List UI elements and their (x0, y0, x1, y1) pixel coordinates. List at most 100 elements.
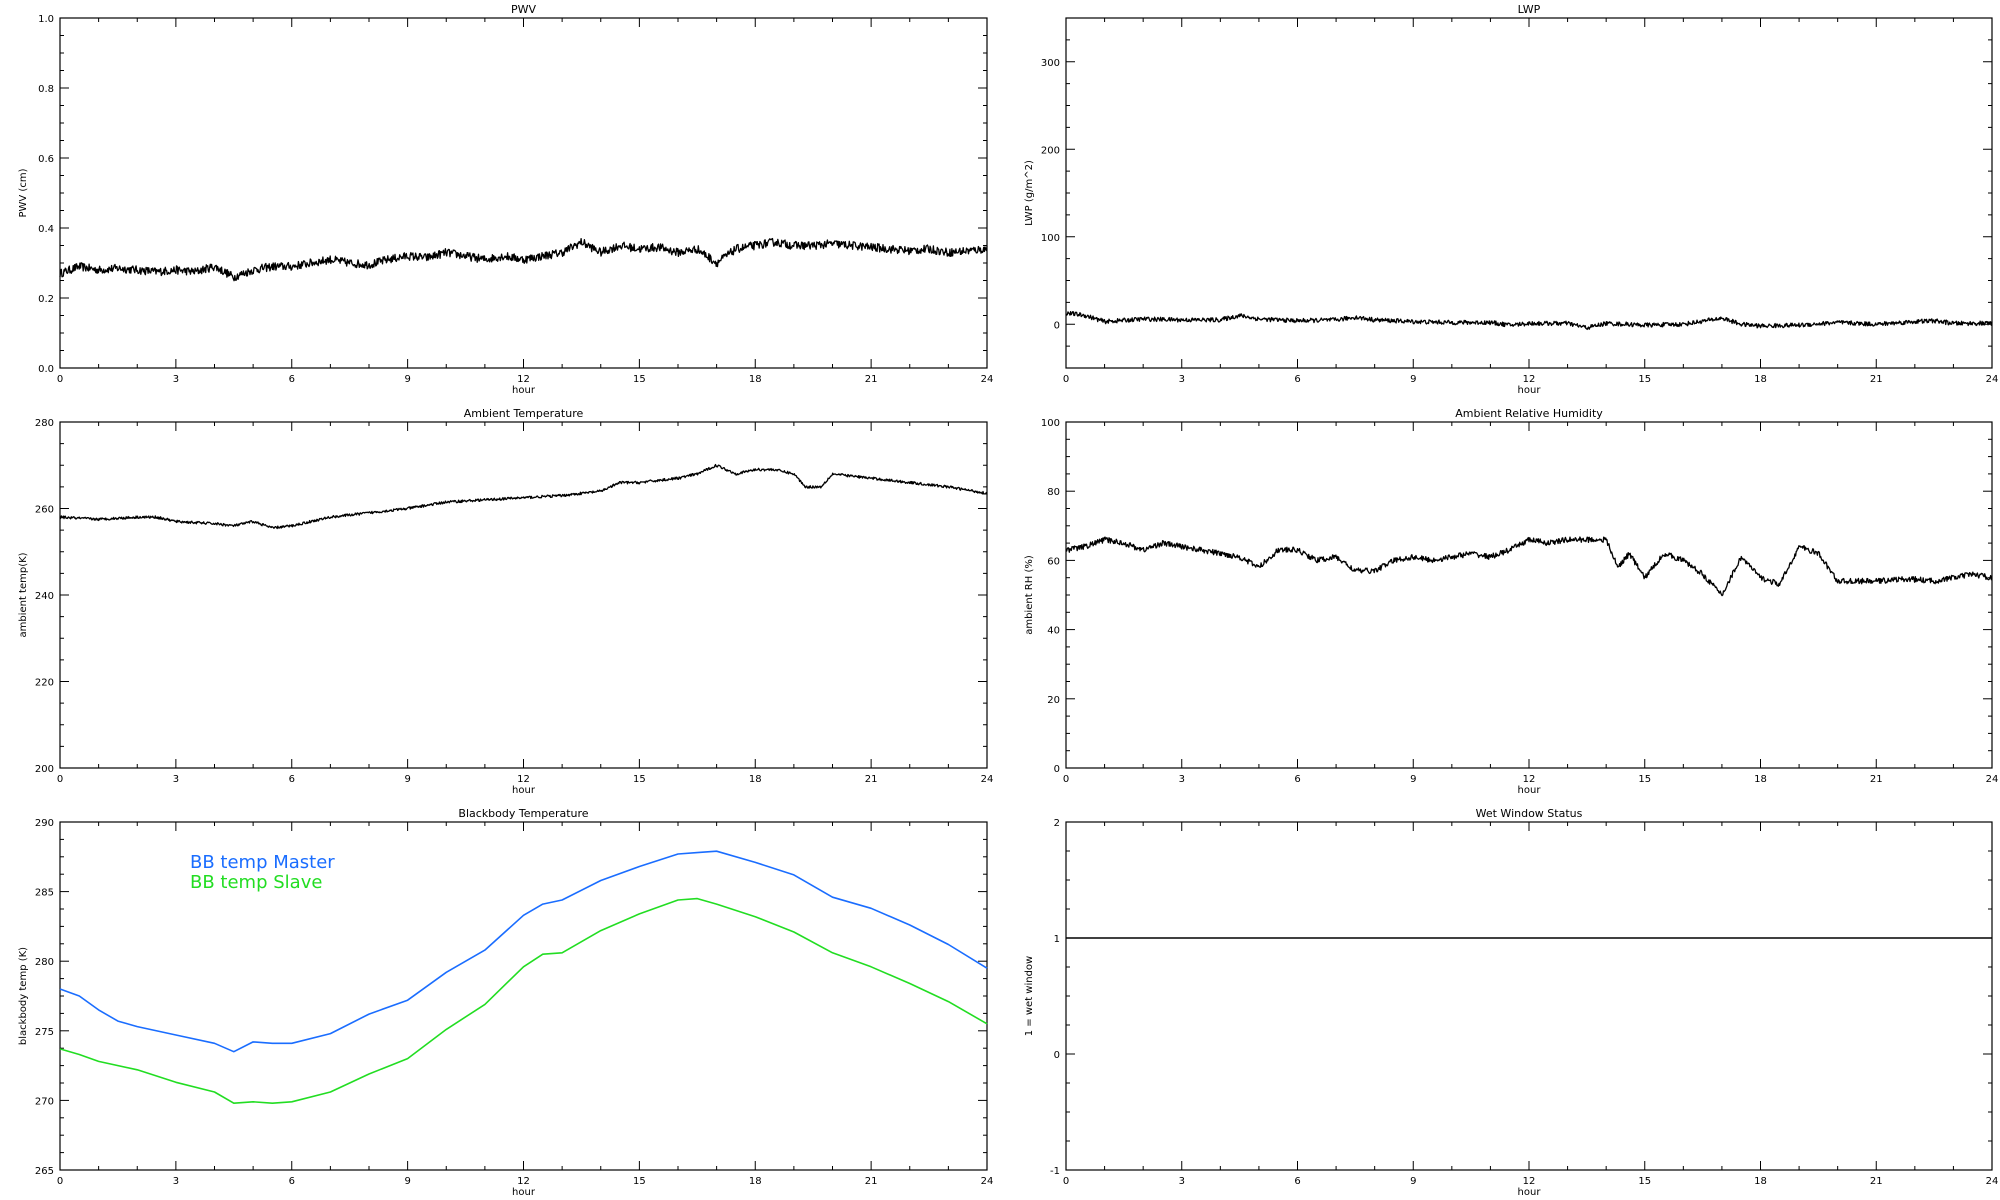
blackbody-temp-x-tick-label: 18 (749, 1176, 762, 1187)
lwp-y-tick-label: 300 (1041, 58, 1060, 69)
ambient-rh-x-tick-label: 24 (1986, 774, 1999, 785)
lwp-y-axis-label: LWP (g/m^2) (1024, 160, 1035, 226)
wet-window-y-tick-label: 0 (1054, 1050, 1060, 1061)
ambient-rh-y-tick-label: 80 (1047, 487, 1060, 498)
pwv-chart: PWV 0 3 6 9 12 15 18 21 24 hour 0.0 0.2 0.4 0.6 0.8 1.0 P… (18, 3, 993, 396)
ambient-rh-chart: Ambient Relative Humidity 0 3 6 9 12 15 18 21 24 h… (1024, 407, 1998, 796)
wet-window-y-tick-label: 2 (1054, 818, 1060, 829)
lwp-x-tick-label: 3 (1179, 374, 1185, 385)
wet-window-x-tick-label: 21 (1870, 1176, 1883, 1187)
blackbody-temp-y-tick-label: 270 (35, 1096, 54, 1107)
ambient-rh-y-axis-label: ambient RH (%) (1024, 555, 1035, 635)
wet-window-y-tick-label: 1 (1054, 934, 1060, 945)
pwv-line-pwv-series-0 (59, 237, 988, 282)
ambient-rh-x-tick-label: 3 (1179, 774, 1185, 785)
ambient-temp-x-tick-label: 3 (173, 774, 179, 785)
ambient-rh-y-tick-label: 20 (1047, 695, 1060, 706)
ambient-rh-x-tick-label: 9 (1410, 774, 1416, 785)
blackbody-temp-line-bb-temp-slave (59, 897, 988, 1104)
pwv-x-tick-label: 21 (865, 374, 878, 385)
wet-window-title: Wet Window Status (1476, 807, 1583, 820)
pwv-y-tick-label: 0.8 (38, 84, 54, 95)
wet-window-x-tick-label: 18 (1754, 1176, 1767, 1187)
ambient-temp-x-tick-label: 9 (404, 774, 410, 785)
ambient-rh-x-tick-label: 21 (1870, 774, 1883, 785)
pwv-y-tick-label: 0.2 (38, 294, 54, 305)
blackbody-temp-x-tick-label: 15 (633, 1176, 646, 1187)
ambient-temp-x-tick-label: 6 (289, 774, 295, 785)
blackbody-temp-title: Blackbody Temperature (458, 807, 588, 820)
ambient-temp-x-axis-label: hour (512, 785, 536, 796)
pwv-x-tick-label: 12 (517, 374, 530, 385)
lwp-x-tick-label: 15 (1638, 374, 1651, 385)
blackbody-temp-chart: Blackbody Temperature 0 3 6 9 12 15 18 21 24 hour 2… (18, 807, 993, 1198)
ambient-rh-title: Ambient Relative Humidity (1455, 407, 1603, 420)
ambient-rh-x-tick-label: 6 (1294, 774, 1300, 785)
pwv-x-tick-label: 3 (173, 374, 179, 385)
lwp-x-tick-label: 0 (1063, 374, 1069, 385)
lwp-y-tick-label: 200 (1041, 145, 1060, 156)
ambient-temp-y-tick-label: 240 (35, 591, 54, 602)
blackbody-temp-line-bb-temp-master (59, 850, 988, 1053)
ambient-temp-x-tick-label: 15 (633, 774, 646, 785)
lwp-line-lwp-series-0 (1065, 310, 1993, 331)
blackbody-temp-y-tick-label: 275 (35, 1027, 54, 1038)
ambient-temp-chart: Ambient Temperature 0 3 6 9 12 15 18 21 24 hour 200… (18, 407, 993, 796)
ambient-rh-line-ambient-rh-series-0 (1065, 536, 1993, 597)
ambient-rh-y-tick-label: 100 (1041, 418, 1060, 429)
lwp-x-axis-label: hour (1518, 385, 1542, 396)
pwv-y-tick-label: 0.4 (38, 224, 54, 235)
pwv-y-tick-label: 0.0 (38, 364, 54, 375)
wet-window-x-tick-label: 24 (1986, 1176, 1999, 1187)
blackbody-temp-x-tick-label: 0 (57, 1176, 63, 1187)
blackbody-temp-legend-entry: BB temp Slave (190, 872, 322, 893)
pwv-x-tick-label: 24 (981, 374, 994, 385)
lwp-y-tick-label: 100 (1041, 233, 1060, 244)
lwp-x-tick-label: 18 (1754, 374, 1767, 385)
lwp-x-tick-label: 24 (1986, 374, 1999, 385)
pwv-y-axis-label: PWV (cm) (18, 168, 29, 217)
lwp-x-tick-label: 6 (1294, 374, 1300, 385)
pwv-title: PWV (511, 3, 537, 16)
ambient-temp-title: Ambient Temperature (464, 407, 584, 420)
ambient-temp-y-tick-label: 280 (35, 418, 54, 429)
ambient-temp-y-tick-label: 220 (35, 678, 54, 689)
blackbody-temp-legend-entry: BB temp Master (190, 852, 335, 873)
ambient-rh-y-tick-label: 0 (1054, 764, 1060, 775)
ambient-temp-y-tick-label: 260 (35, 505, 54, 516)
blackbody-temp-y-tick-label: 285 (35, 888, 54, 899)
pwv-x-tick-label: 18 (749, 374, 762, 385)
blackbody-temp-y-tick-label: 265 (35, 1166, 54, 1177)
pwv-x-tick-label: 0 (57, 374, 63, 385)
blackbody-temp-x-tick-label: 6 (289, 1176, 295, 1187)
blackbody-temp-y-tick-label: 280 (35, 957, 54, 968)
wet-window-x-tick-label: 6 (1294, 1176, 1300, 1187)
wet-window-x-axis-label: hour (1518, 1187, 1542, 1198)
pwv-x-tick-label: 15 (633, 374, 646, 385)
ambient-temp-y-axis-label: ambient temp(K) (18, 552, 29, 637)
ambient-temp-x-tick-label: 21 (865, 774, 878, 785)
lwp-chart: LWP 0 3 6 9 12 15 18 21 24 hour 0 100 200 300 LWP (g/m^… (1024, 3, 1998, 396)
ambient-rh-x-tick-label: 12 (1523, 774, 1536, 785)
ambient-rh-y-tick-label: 60 (1047, 556, 1060, 567)
blackbody-temp-x-tick-label: 21 (865, 1176, 878, 1187)
blackbody-temp-y-tick-label: 290 (35, 818, 54, 829)
ambient-rh-x-tick-label: 18 (1754, 774, 1767, 785)
lwp-x-tick-label: 12 (1523, 374, 1536, 385)
blackbody-temp-x-tick-label: 3 (173, 1176, 179, 1187)
ambient-rh-x-tick-label: 15 (1638, 774, 1651, 785)
blackbody-temp-x-axis-label: hour (512, 1187, 536, 1198)
ambient-temp-line-ambient-temp-series-0 (59, 463, 988, 530)
wet-window-x-tick-label: 15 (1638, 1176, 1651, 1187)
pwv-y-tick-label: 1.0 (38, 14, 54, 25)
ambient-rh-x-axis-label: hour (1518, 785, 1542, 796)
ambient-rh-x-tick-label: 0 (1063, 774, 1069, 785)
pwv-x-axis-label: hour (512, 385, 536, 396)
lwp-x-tick-label: 21 (1870, 374, 1883, 385)
lwp-x-tick-label: 9 (1410, 374, 1416, 385)
lwp-y-tick-label: 0 (1054, 320, 1060, 331)
lwp-title: LWP (1518, 3, 1541, 16)
